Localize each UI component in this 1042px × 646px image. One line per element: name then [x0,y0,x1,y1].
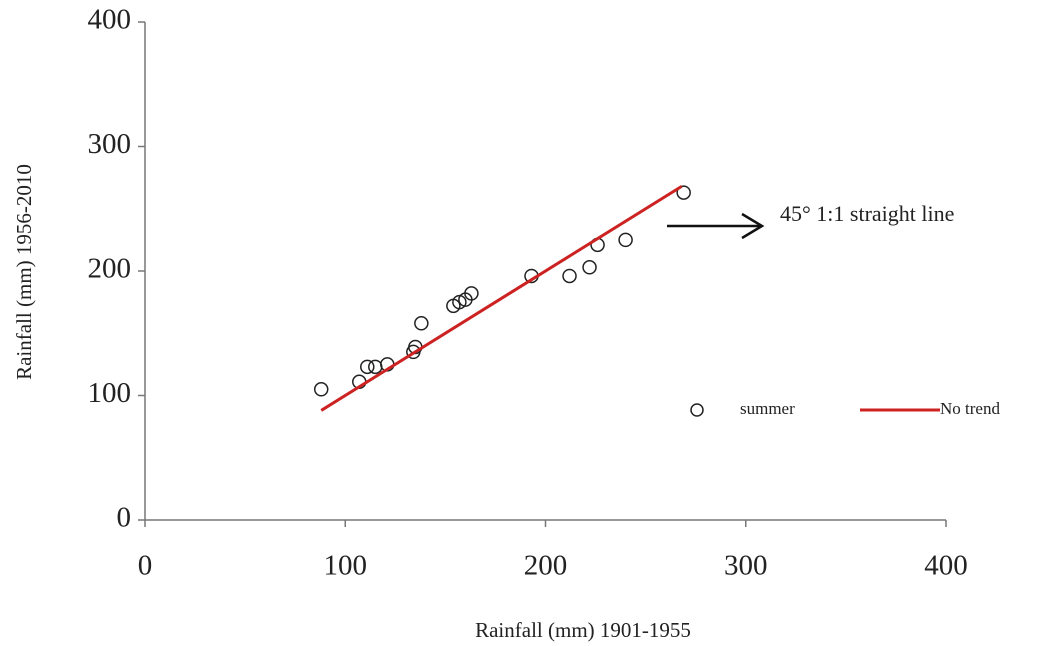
y-tick-label: 400 [88,4,132,36]
data-point [313,382,329,397]
annotation: 45° 1:1 straight line [780,201,954,226]
data-point [464,286,479,301]
annotation-arrow [667,212,765,240]
legend-label: No trend [940,399,1000,418]
y-tick-label: 200 [88,253,132,285]
x-tick-label: 300 [724,550,768,582]
data-point [360,359,375,375]
data-point [414,316,429,331]
y-tick-label: 100 [88,377,132,409]
y-tick-label: 0 [117,502,132,534]
x-axis-title: Rainfall (mm) 1901-1955 [475,618,691,642]
data-point [618,232,633,248]
legend-label: summer [740,399,795,418]
y-tick-label: 300 [88,128,132,160]
data-point [676,185,691,200]
legend-marker [690,403,704,417]
x-tick-label: 400 [924,550,968,582]
x-tick-label: 100 [324,550,368,582]
x-tick-label: 200 [524,550,568,582]
y-axis-title: Rainfall (mm) 1956-2010 [12,164,36,380]
data-point [582,260,597,275]
x-tick-label: 0 [138,550,153,582]
trend-line [320,185,683,412]
data-point [368,359,383,375]
data-point [562,268,577,284]
